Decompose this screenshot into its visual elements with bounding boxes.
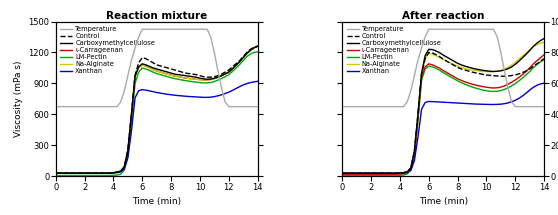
Legend: Temperature, Control, Carboxymethylcellulose, ι-Carrageenan, LM-Pectin, Na-Algin: Temperature, Control, Carboxymethylcellu…	[345, 25, 443, 75]
Title: After reaction: After reaction	[402, 11, 484, 21]
Title: Reaction mixture: Reaction mixture	[106, 11, 208, 21]
Legend: Temperature, Control, Carboxymethylcellulose, ι-Carrageenan, LM-Pectin, Na-Algin: Temperature, Control, Carboxymethylcellu…	[59, 25, 156, 75]
X-axis label: Time (min): Time (min)	[132, 197, 181, 206]
Y-axis label: Viscosity (mPa s): Viscosity (mPa s)	[14, 61, 23, 137]
X-axis label: Time (min): Time (min)	[418, 197, 468, 206]
